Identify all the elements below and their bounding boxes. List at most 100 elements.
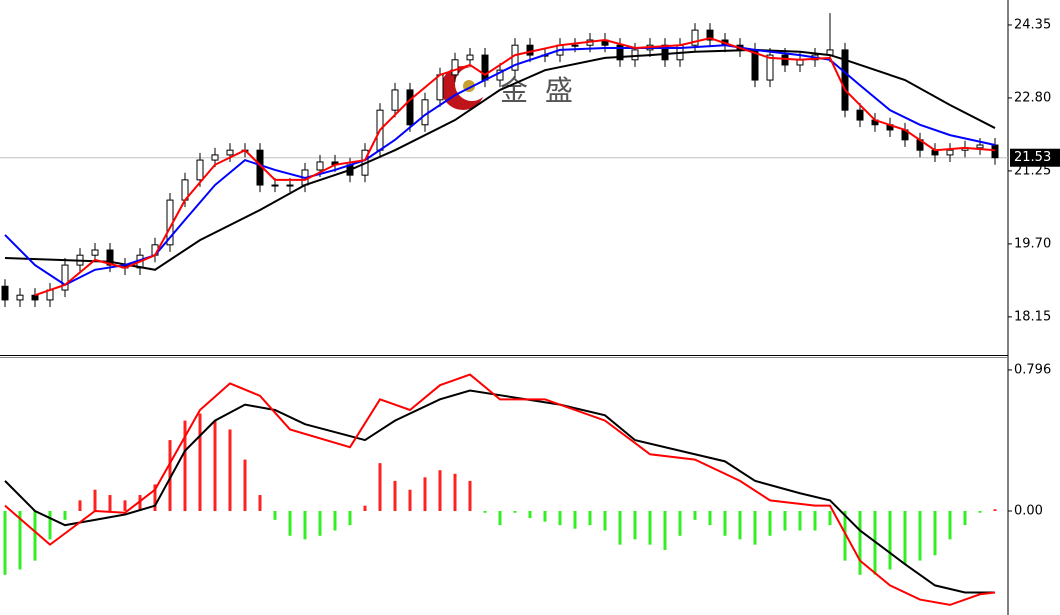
- watermark: 金 盛: [500, 74, 577, 107]
- histogram-bar: [663, 510, 667, 550]
- histogram-bar: [813, 510, 817, 531]
- candle-body: [976, 144, 984, 149]
- histogram-bar: [123, 500, 127, 511]
- candle-body: [856, 109, 864, 121]
- histogram-bar: [903, 510, 907, 565]
- histogram-bar: [333, 510, 337, 531]
- candle-body: [841, 49, 849, 111]
- histogram-bar: [993, 509, 997, 511]
- candle-body: [31, 294, 39, 301]
- histogram-bar: [573, 510, 577, 529]
- y-tick-label: 0.796: [1014, 362, 1051, 377]
- histogram-bar: [768, 510, 772, 536]
- line-series: [4, 389, 995, 594]
- histogram-bar: [708, 510, 712, 526]
- histogram-bar: [303, 510, 307, 540]
- histogram-bar: [258, 495, 262, 511]
- histogram-bar: [183, 420, 187, 511]
- histogram-bar: [198, 413, 202, 511]
- histogram-bar: [948, 510, 952, 540]
- histogram-bar: [648, 510, 652, 545]
- candle-body: [991, 144, 999, 159]
- logo: 金 盛: [441, 66, 577, 110]
- histogram-bar: [678, 510, 682, 536]
- candle-body: [16, 294, 24, 301]
- histogram-bar: [213, 420, 217, 511]
- histogram-bar: [723, 510, 727, 536]
- histogram-bar: [438, 470, 442, 511]
- candle-body: [1, 285, 9, 301]
- candle-body: [451, 59, 459, 76]
- candle-body: [436, 74, 444, 101]
- histogram-bar: [48, 510, 52, 540]
- candle-body: [271, 184, 279, 187]
- candle-body: [526, 44, 534, 56]
- histogram-bar: [888, 510, 892, 570]
- y-tick-label: 18.15: [1014, 309, 1051, 324]
- y-tick-label: 19.70: [1014, 236, 1051, 251]
- candle-body: [616, 44, 624, 61]
- candle-body: [406, 89, 414, 126]
- histogram-bar: [858, 510, 862, 575]
- line-series: [4, 373, 996, 606]
- histogram-bar: [528, 510, 532, 519]
- histogram-bar: [453, 473, 457, 511]
- candle-body: [631, 49, 639, 61]
- current-price-box: [1010, 148, 1060, 167]
- y-tick-label: 24.35: [1014, 17, 1051, 32]
- histogram-bar: [618, 510, 622, 545]
- histogram-bar: [168, 440, 172, 511]
- histogram-bar: [798, 510, 802, 531]
- candle-body: [91, 249, 99, 256]
- histogram-bar: [3, 510, 7, 575]
- histogram-bar: [738, 510, 742, 540]
- histogram-bar: [318, 510, 322, 536]
- y-tick-label: 21.25: [1014, 163, 1051, 178]
- current-price-label: 21.53: [1014, 150, 1051, 165]
- histogram-bar: [138, 495, 142, 511]
- histogram-bar: [153, 484, 157, 511]
- histogram-bar: [558, 510, 562, 526]
- histogram-bar: [498, 510, 502, 526]
- y-tick-label: 0.00: [1014, 503, 1043, 518]
- histogram-bar: [348, 510, 352, 526]
- histogram-bar: [918, 510, 922, 561]
- histogram-bar: [483, 510, 487, 513]
- histogram-bar: [588, 510, 592, 526]
- candle-body: [61, 264, 69, 291]
- candle-body: [226, 149, 234, 156]
- histogram-bar: [783, 510, 787, 531]
- histogram-bar: [423, 477, 427, 511]
- candle-body: [691, 29, 699, 46]
- candle-body: [421, 99, 429, 126]
- candle-body: [466, 54, 474, 61]
- histogram-bar: [18, 510, 22, 570]
- candle-body: [211, 154, 219, 161]
- histogram-bar: [108, 495, 112, 511]
- histogram-bar: [288, 510, 292, 536]
- candle-body: [316, 161, 324, 171]
- histogram-bar: [468, 480, 472, 511]
- histogram-bar: [828, 510, 832, 526]
- histogram-bar: [513, 510, 517, 513]
- candle-body: [571, 44, 579, 47]
- histogram-bar: [843, 510, 847, 561]
- line-series: [34, 37, 996, 297]
- histogram-bar: [963, 510, 967, 526]
- candle-body: [766, 54, 774, 81]
- histogram-bar: [543, 510, 547, 522]
- y-tick-label: 22.80: [1014, 90, 1051, 105]
- candle-body: [946, 149, 954, 156]
- histogram-bar: [78, 500, 82, 511]
- histogram-bar: [33, 510, 37, 561]
- histogram-bar: [63, 510, 67, 520]
- histogram-bar: [228, 429, 232, 511]
- histogram-bar: [603, 510, 607, 531]
- candle-body: [196, 159, 204, 181]
- candle-body: [106, 249, 114, 266]
- histogram-bar: [378, 463, 382, 511]
- histogram-bar: [363, 505, 367, 511]
- candle-body: [391, 89, 399, 111]
- histogram-bar: [753, 510, 757, 545]
